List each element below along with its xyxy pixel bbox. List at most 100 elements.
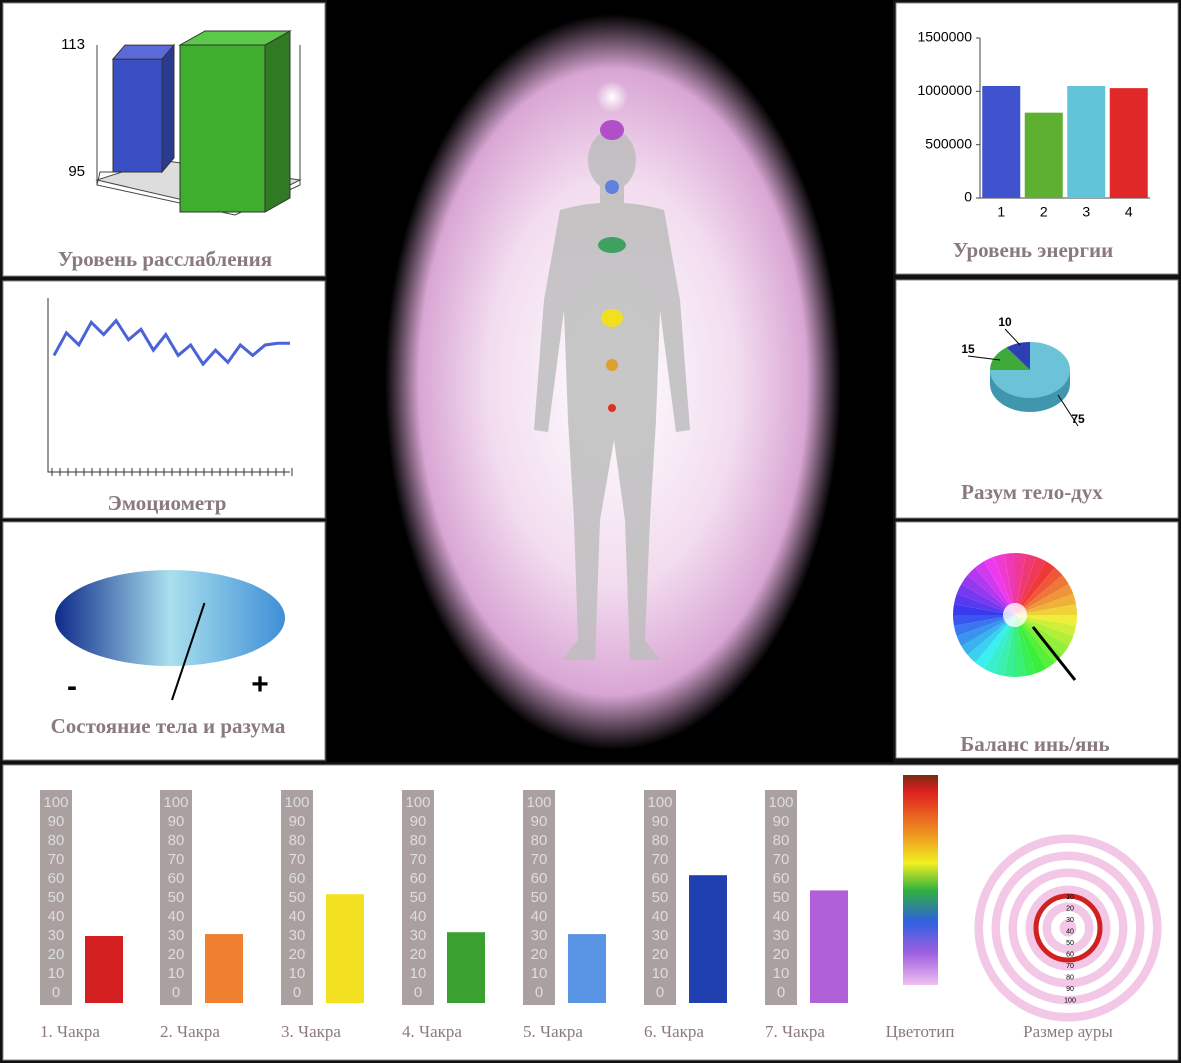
leader	[1004, 328, 1021, 346]
y-tick-label: 40	[773, 908, 790, 925]
wheel-sector	[961, 575, 1015, 615]
ring-label: 30	[1066, 917, 1074, 924]
y-tick-label: 90	[289, 813, 306, 830]
wheel-sector	[1015, 615, 1046, 674]
y-tick-label: 50	[531, 889, 548, 906]
wheel-sector	[1015, 615, 1055, 669]
y-tick-label: 100	[163, 794, 188, 811]
y-tick-label: 0	[414, 984, 422, 1001]
wheel-sector	[1015, 615, 1077, 626]
y-tick-label: 30	[652, 927, 669, 944]
y-tick-label: 40	[652, 908, 669, 925]
y-tick-label: 50	[289, 889, 306, 906]
pie-slice	[1006, 342, 1030, 370]
panel-title: Состояние тела и разума	[51, 714, 286, 738]
panel-title: Уровень расслабления	[58, 247, 272, 271]
y-tick-label: 20	[48, 946, 65, 963]
category-label: 4. Чакра	[402, 1022, 462, 1041]
y-tick-label: 30	[531, 927, 548, 944]
y-tick-label: 60	[168, 870, 185, 887]
wheel-sector	[993, 553, 1015, 615]
y-tick-label: 80	[48, 832, 65, 849]
y-tick-label: 40	[48, 908, 65, 925]
panel-title: Баланс инь/янь	[960, 732, 1109, 756]
y-tick-label: 60	[410, 870, 427, 887]
scale-column	[40, 790, 72, 1005]
y-tick-label: 100	[768, 794, 793, 811]
category-label: 3. Чакра	[281, 1022, 341, 1041]
y-tick-label: 80	[168, 832, 185, 849]
y-tick-label: 50	[48, 889, 65, 906]
y-tick-label: 70	[531, 851, 548, 868]
bar	[689, 875, 727, 1003]
x-tick-label: 4	[1125, 204, 1133, 220]
bar	[1067, 86, 1106, 198]
wheel-sector	[984, 615, 1015, 674]
y-tick-label: 113	[61, 36, 85, 53]
bar	[447, 932, 485, 1003]
y-tick-label: 10	[168, 965, 185, 982]
y-tick-label: 80	[773, 832, 790, 849]
category-label: 5. Чакра	[523, 1022, 583, 1041]
x-tick-label: 1	[997, 204, 1005, 220]
y-tick-label: 90	[531, 813, 548, 830]
y-tick-label: 100	[526, 794, 551, 811]
wheel-sector	[1015, 553, 1026, 615]
y-tick-label: 10	[289, 965, 306, 982]
y-tick-label: 50	[410, 889, 427, 906]
wheel-sector	[975, 561, 1015, 615]
scale-column	[281, 790, 313, 1005]
y-tick-label: 80	[289, 832, 306, 849]
y-tick-label: 90	[168, 813, 185, 830]
pie-slice	[990, 342, 1070, 398]
bar	[810, 890, 848, 1003]
scale-column	[765, 790, 797, 1005]
ring-label: 20	[1066, 905, 1074, 912]
y-tick-label: 10	[652, 965, 669, 982]
y-tick-label: 0	[52, 984, 60, 1001]
bar	[205, 934, 243, 1003]
y-tick-label: 70	[289, 851, 306, 868]
y-tick-label: 10	[48, 965, 65, 982]
wheel-sector	[1015, 615, 1077, 637]
wheel-sector	[1015, 584, 1074, 615]
y-tick-label: 20	[531, 946, 548, 963]
wheel-sector	[956, 584, 1015, 615]
wheel-sector	[1015, 615, 1026, 677]
scale-column	[160, 790, 192, 1005]
ring-label: 40	[1066, 928, 1074, 935]
y-tick-label: 10	[531, 965, 548, 982]
y-tick-label: 40	[531, 908, 548, 925]
y-tick-label: 50	[168, 889, 185, 906]
y-tick-label: 0	[777, 984, 785, 1001]
y-tick-label: 30	[48, 927, 65, 944]
bar	[1024, 112, 1063, 198]
needle	[1031, 626, 1077, 681]
wheel-sector	[1015, 615, 1069, 655]
data-label: 10	[998, 315, 1012, 329]
ring-label: 90	[1066, 986, 1074, 993]
y-tick-label: 60	[531, 870, 548, 887]
bar-side	[161, 43, 175, 174]
bar	[179, 44, 266, 213]
y-tick-label: 20	[652, 946, 669, 963]
bar	[982, 86, 1021, 198]
wheel-sector	[956, 615, 1015, 646]
wheel-sector	[975, 615, 1015, 669]
y-tick-label: 70	[773, 851, 790, 868]
scale-column	[644, 790, 676, 1005]
x-tick-label: 3	[1082, 204, 1090, 220]
bar	[1109, 88, 1148, 198]
wheel-sector	[1015, 575, 1069, 615]
y-tick-label: 60	[289, 870, 306, 887]
color-type-bar	[903, 775, 938, 985]
bar	[85, 936, 123, 1003]
y-tick-label: 95	[68, 163, 85, 180]
wheel-sector	[1015, 553, 1037, 615]
leader	[1057, 394, 1079, 427]
y-tick-label: 0	[293, 984, 301, 1001]
bar	[112, 58, 163, 173]
y-tick-label: 100	[284, 794, 309, 811]
scale-column	[523, 790, 555, 1005]
